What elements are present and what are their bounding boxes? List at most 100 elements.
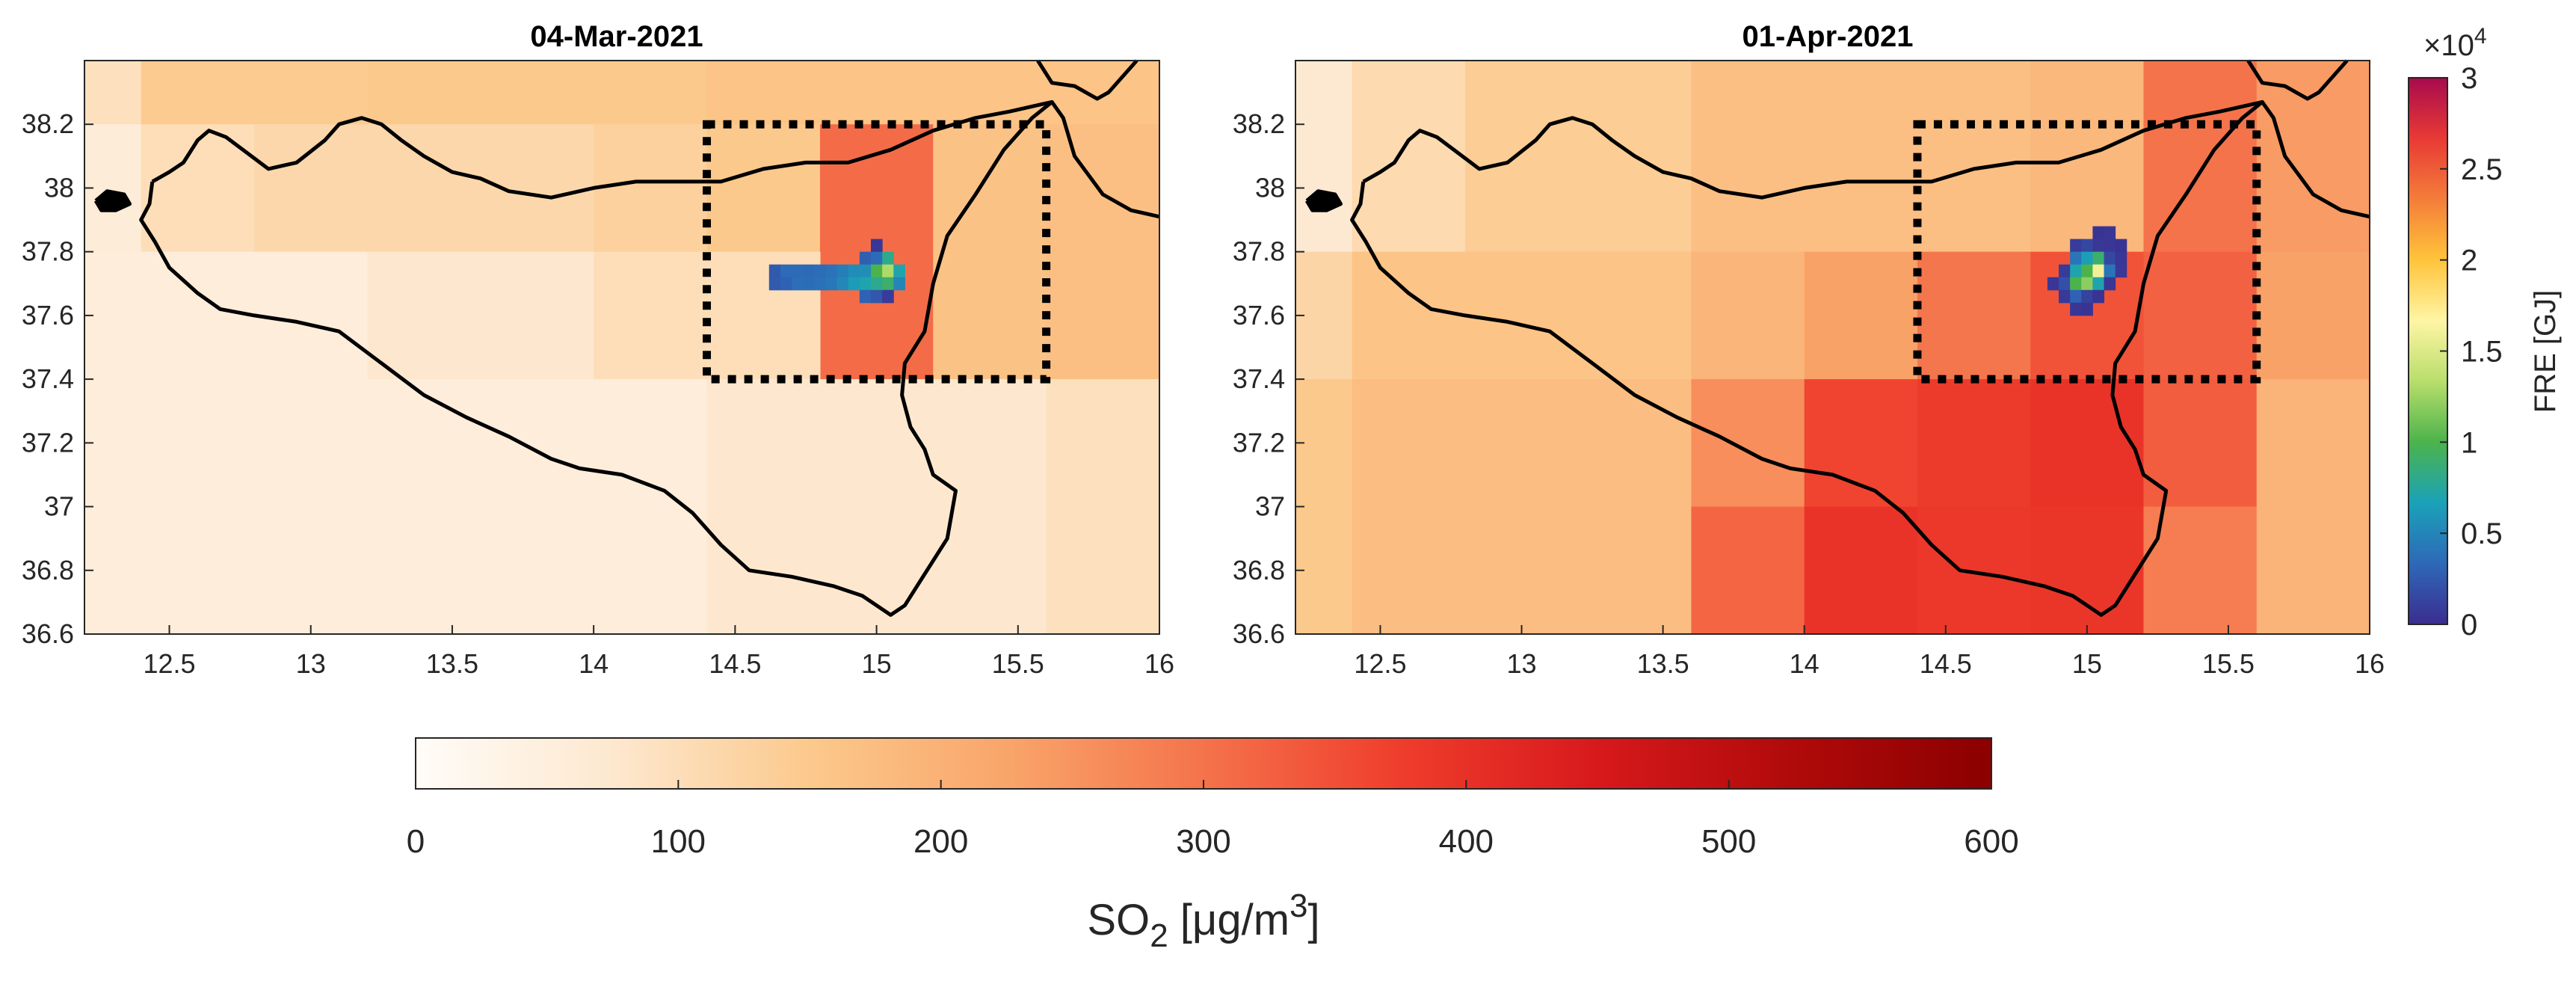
fre-pixel: [2092, 289, 2105, 304]
x-tick-label: 14: [579, 648, 608, 679]
sicily-coastline: [139, 99, 1054, 617]
so2-cell: [1295, 251, 1353, 380]
so2-cell: [141, 124, 255, 253]
fre-tick-label: 2.5: [2461, 153, 2503, 186]
panel-title: 01-Apr-2021: [1742, 20, 1913, 53]
fre-pixel: [2070, 251, 2082, 265]
so2-cell: [2143, 379, 2258, 508]
fre-pixel: [2070, 277, 2082, 291]
so2-cell: [1917, 506, 2031, 635]
so2-cell: [2256, 61, 2370, 253]
so2-tick-label: 400: [1439, 823, 1494, 860]
fre-pixel: [836, 264, 849, 278]
island-coastline: [93, 189, 132, 212]
x-tick-label: 15.5: [992, 648, 1044, 679]
so2-colorbar-label: SO2 [μg/m3]: [1087, 888, 1319, 954]
coastline: [93, 59, 1160, 617]
fre-tick-label: 1: [2461, 426, 2477, 459]
so2-tick-label: 300: [1176, 823, 1230, 860]
calabria-coastline: [1050, 100, 1160, 219]
axes-frame: [1295, 60, 2370, 635]
fre-pixel: [859, 251, 872, 265]
fre-pixel: [2081, 251, 2093, 265]
so2-cell: [1917, 379, 2031, 508]
fre-pixel: [2047, 277, 2059, 291]
panel-title: 04-Mar-2021: [530, 20, 703, 53]
y-axis-ticks: 36.6 36.8 37 37.2 37.4 37.6 37.8 38 38.2: [22, 108, 93, 649]
calabria-coastline: [1036, 59, 1138, 101]
fre-tick-label: 3: [2461, 62, 2477, 95]
fre-pixel: [2059, 277, 2071, 291]
fre-pixel: [871, 277, 883, 291]
y-tick-label: 37: [1255, 491, 1285, 522]
so2-tick-label: 200: [913, 823, 968, 860]
y-tick-label: 37.8: [22, 236, 74, 267]
x-tick-label: 13: [296, 648, 326, 679]
y-tick-label: 37.6: [1233, 300, 1285, 330]
fre-pixel: [859, 264, 872, 278]
fre-pixel: [825, 277, 838, 291]
so2-cell: [1046, 124, 1160, 380]
fre-pixel: [2092, 264, 2105, 278]
x-tick-label: 15: [2072, 648, 2102, 679]
fre-pixel: [2092, 251, 2105, 265]
fre-pixel: [2081, 277, 2093, 291]
so2-cell: [254, 124, 594, 253]
fre-colorbar-ticks: 0 0.5 1 1.5 2 2.5 3: [2440, 62, 2503, 642]
fre-pixel: [2070, 289, 2082, 304]
y-tick-label: 36.8: [22, 555, 74, 585]
fre-pixel: [2081, 289, 2093, 304]
x-tick-label: 13.5: [1637, 648, 1689, 679]
fre-pixel: [803, 277, 815, 291]
fre-tick-label: 0.5: [2461, 517, 2503, 550]
fre-pixel: [2092, 226, 2105, 240]
fre-pixel: [2104, 264, 2116, 278]
fre-pixel: [871, 289, 883, 304]
so2-colorbar: 0 100 200 300 400 500 600 SO2 [μg/m3]: [407, 737, 2019, 954]
so2-cell: [2143, 506, 2258, 635]
so2-grid: [1295, 61, 2370, 635]
fre-pixel: [2081, 264, 2093, 278]
so2-cell: [141, 61, 369, 125]
so2-cell: [84, 61, 142, 125]
so2-cell: [367, 61, 708, 125]
y-tick-label: 38: [44, 172, 74, 203]
so2-cell: [1917, 251, 2031, 380]
x-axis-ticks: 12.5 13 13.5 14 14.5 15 15.5 16: [143, 625, 1174, 679]
so2-cell: [1691, 506, 1805, 635]
fre-pixel: [893, 264, 905, 278]
fre-pixel: [871, 239, 883, 253]
fre-pixel: [2104, 251, 2116, 265]
y-tick-label: 37: [44, 491, 74, 522]
so2-cell: [1295, 61, 1353, 253]
x-tick-label: 12.5: [1354, 648, 1406, 679]
y-tick-label: 37.4: [22, 363, 74, 394]
so2-tick-label: 100: [651, 823, 706, 860]
y-tick-label: 37.2: [22, 427, 74, 458]
fre-pixel: [836, 277, 849, 291]
fre-pixel: [2104, 277, 2116, 291]
calabria-coastline: [2246, 59, 2349, 101]
fre-pixel: [2070, 239, 2082, 253]
fre-pixel: [848, 277, 860, 291]
etna-region-box: [703, 120, 1051, 384]
so2-cell: [1691, 379, 1805, 508]
so2-cell: [367, 251, 594, 380]
fre-pixel: [2081, 302, 2093, 316]
map-panel-right: 01-Apr-2021 12.5 13 13.5 14 14.5 15 15.5 16 36.…: [1233, 20, 2385, 679]
x-axis-ticks: 12.5 13 13.5 14 14.5 15 15.5 16: [1354, 625, 2385, 679]
fre-pixel: [893, 277, 905, 291]
y-tick-label: 37.2: [1233, 427, 1285, 458]
so2-cell: [1295, 379, 1353, 635]
x-tick-label: 14: [1790, 648, 1819, 679]
so2-cell: [2256, 251, 2370, 380]
fre-pixel: [2104, 239, 2116, 253]
fre-pixel: [780, 264, 792, 278]
fre-pixel: [2115, 264, 2127, 278]
so2-cell: [706, 379, 1047, 635]
so2-cell: [2256, 379, 2370, 635]
map-panel-left: 04-Mar-2021 12.5 13 13.5 14 14.5 15 15.5 16 36.…: [22, 20, 1174, 679]
coastline: [1304, 59, 2370, 617]
fre-pixel: [2070, 264, 2082, 278]
